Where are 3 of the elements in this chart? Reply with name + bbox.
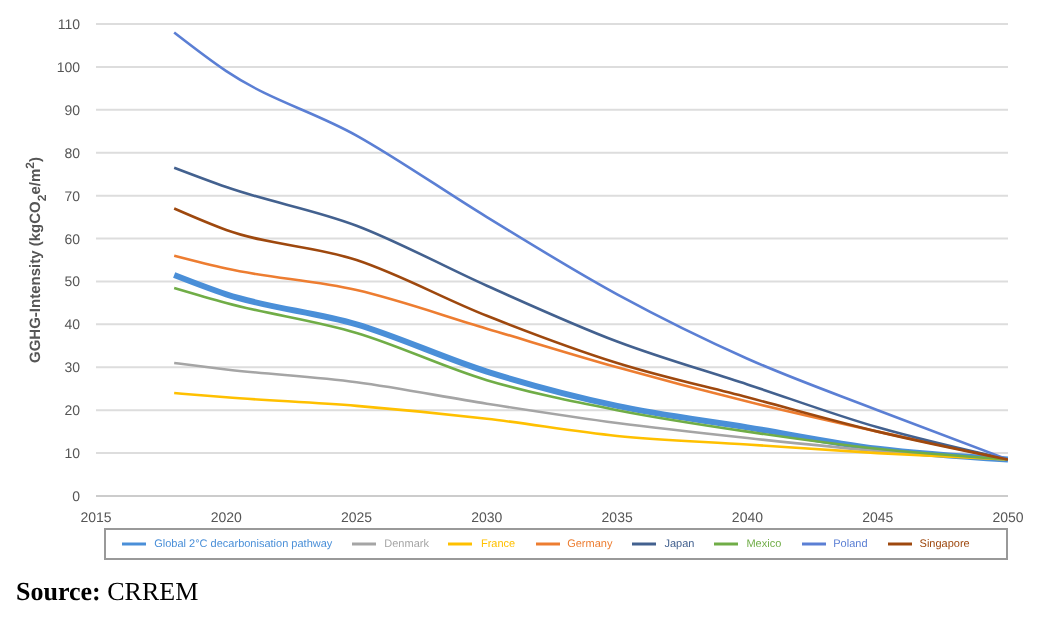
line-series [172,391,1008,461]
source-note: Source: CRREM [16,576,201,608]
line-series [172,31,1008,461]
